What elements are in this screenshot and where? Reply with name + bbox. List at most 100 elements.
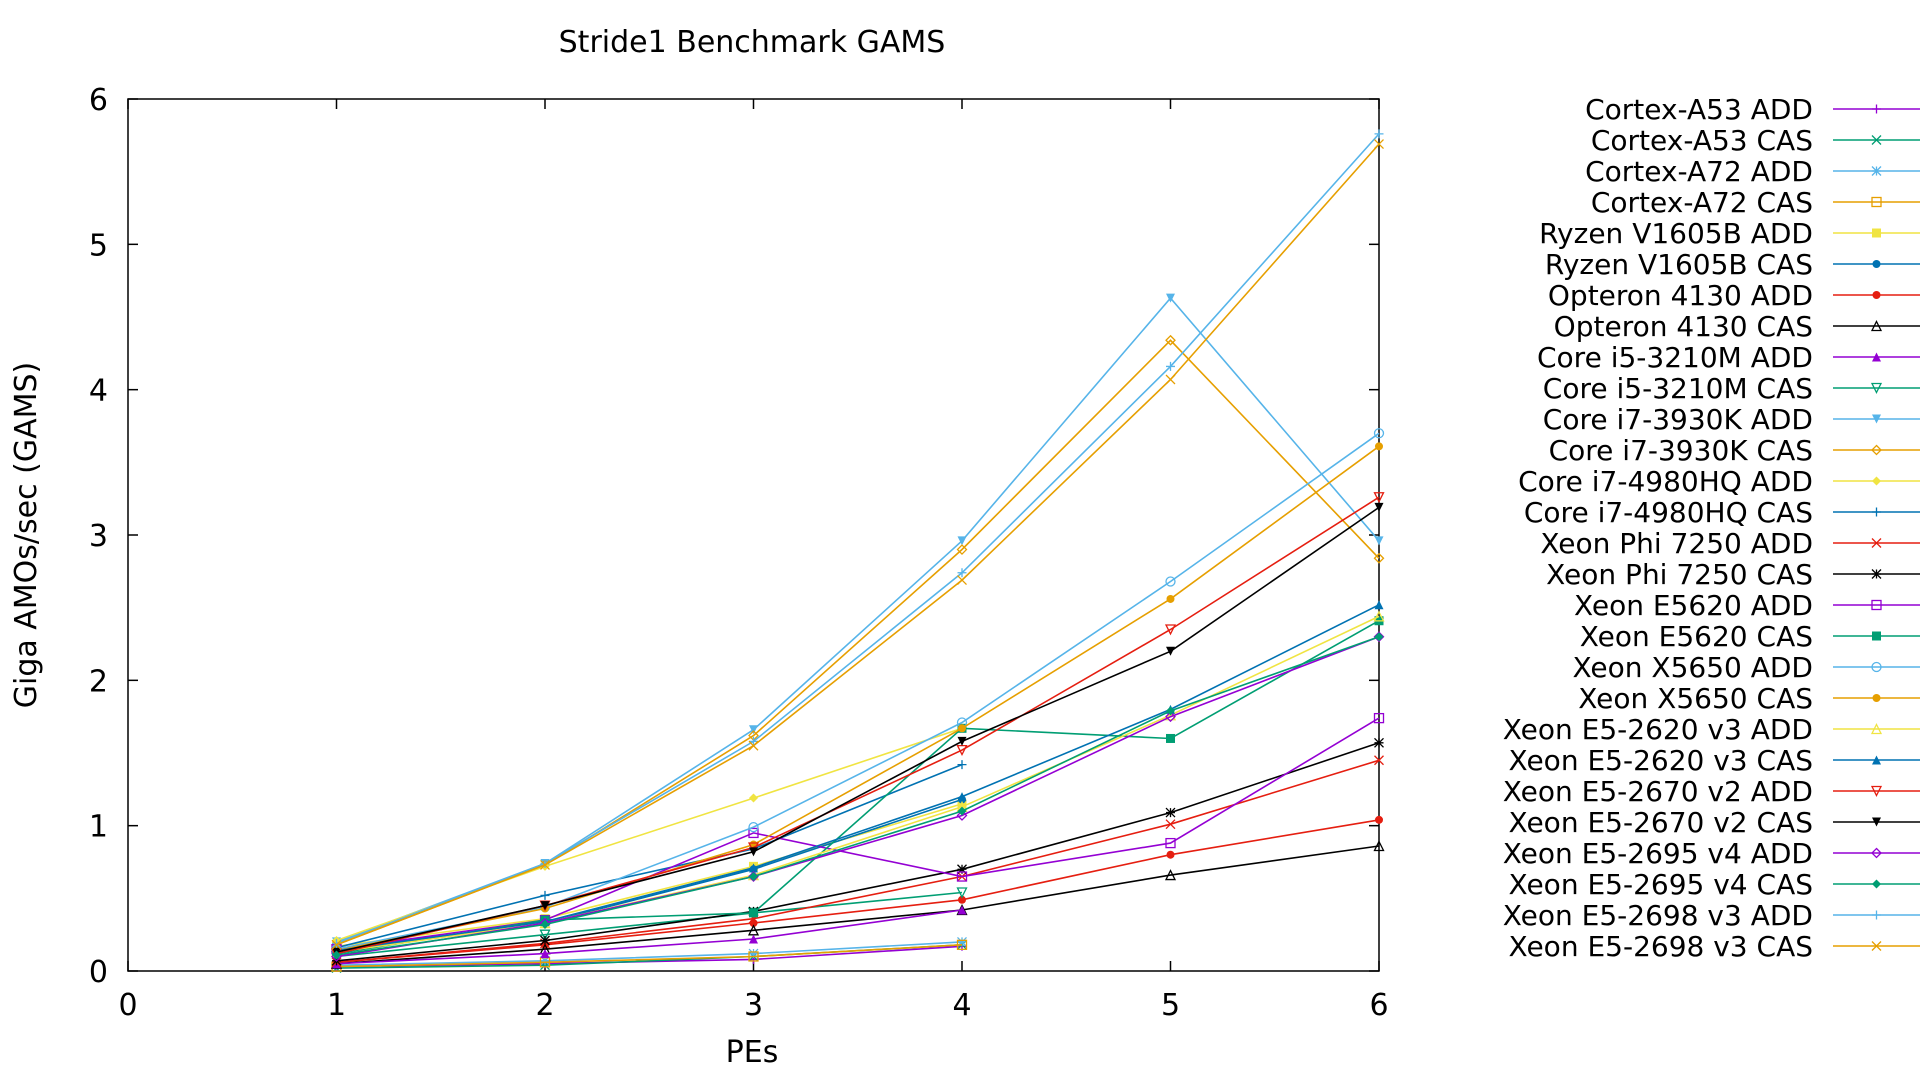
- legend-entry: Core i7-4980HQ CAS: [1524, 496, 1920, 529]
- data-point: [957, 936, 967, 947]
- legend-entry: Core i5-3210M CAS: [1543, 372, 1920, 405]
- data-point: [1166, 594, 1175, 603]
- legend-label: Xeon E5620 ADD: [1574, 589, 1813, 622]
- data-point: [1872, 817, 1881, 827]
- legend-label: Ryzen V1605B CAS: [1545, 248, 1813, 281]
- data-point: [957, 806, 967, 816]
- legend-entry: Xeon Phi 7250 CAS: [1546, 558, 1920, 591]
- data-point: [957, 568, 967, 578]
- data-point: [749, 872, 758, 882]
- data-point: [1374, 139, 1384, 150]
- data-point: [1872, 755, 1881, 765]
- data-point: [540, 901, 550, 911]
- y-tick-label: 5: [89, 228, 108, 263]
- data-point: [1870, 785, 1883, 797]
- legend-label: Cortex-A72 CAS: [1591, 186, 1813, 219]
- y-tick-label: 3: [89, 519, 108, 554]
- data-point: [956, 887, 968, 899]
- series-26: [332, 632, 1384, 960]
- legend-entry: Cortex-A72 CAS: [1591, 186, 1920, 219]
- data-point: [748, 740, 759, 751]
- data-point: [1870, 320, 1883, 332]
- legend-entry: Xeon E5-2695 v4 CAS: [1509, 868, 1920, 901]
- data-point: [1374, 129, 1384, 139]
- legend-entry: Core i7-3930K CAS: [1549, 434, 1920, 467]
- x-tick-label: 0: [118, 988, 137, 1023]
- legend-entry: Opteron 4130 CAS: [1554, 310, 1920, 343]
- legend-label: Core i7-4980HQ CAS: [1524, 496, 1813, 529]
- series-15: [331, 755, 1384, 968]
- data-point: [957, 736, 967, 746]
- series-line: [336, 604, 1380, 952]
- legend-entry: Xeon E5-2620 v3 CAS: [1509, 744, 1920, 777]
- data-point: [1871, 569, 1882, 579]
- data-point: [1871, 135, 1882, 145]
- series-13: [332, 723, 967, 945]
- legend-entry: Xeon X5650 ADD: [1572, 651, 1920, 684]
- data-point: [1165, 374, 1176, 385]
- legend-entry: Core i5-3210M ADD: [1537, 341, 1920, 374]
- data-point: [749, 736, 758, 746]
- data-point: [1373, 610, 1385, 622]
- series-12: [331, 334, 1385, 951]
- legend-label: Xeon Phi 7250 ADD: [1540, 527, 1813, 560]
- series-line: [336, 909, 963, 965]
- data-point: [1374, 632, 1384, 642]
- data-point: [1871, 444, 1882, 456]
- data-point: [749, 847, 758, 857]
- data-point: [749, 793, 758, 803]
- data-point: [1871, 661, 1882, 673]
- legend-label: Ryzen V1605B ADD: [1539, 217, 1813, 250]
- data-point: [1374, 502, 1384, 512]
- legend-label: Cortex-A53 ADD: [1585, 93, 1813, 126]
- data-point: [957, 905, 967, 915]
- data-point: [1872, 694, 1881, 702]
- data-point: [1165, 837, 1176, 849]
- data-point: [957, 799, 967, 809]
- legend-label: Cortex-A72 ADD: [1585, 155, 1813, 188]
- legend-entry: Xeon E5-2695 v4 ADD: [1503, 837, 1920, 870]
- series-line: [336, 891, 963, 958]
- series-5: [332, 799, 967, 951]
- data-point: [1871, 196, 1882, 208]
- legend-label: Xeon E5-2670 v2 ADD: [1503, 775, 1813, 808]
- y-tick-label: 0: [89, 955, 108, 990]
- legend-entry: Xeon E5-2620 v3 ADD: [1503, 713, 1920, 746]
- legend-entry: Core i7-4980HQ ADD: [1518, 465, 1920, 498]
- data-point: [1870, 382, 1883, 394]
- data-point: [749, 934, 758, 944]
- data-point: [1373, 712, 1385, 724]
- series-27: [332, 129, 1384, 948]
- series-9: [332, 905, 967, 969]
- data-point: [1374, 737, 1384, 748]
- series-line: [336, 445, 1380, 952]
- legend-entry: Opteron 4130 ADD: [1548, 279, 1920, 312]
- legend-label: Core i5-3210M CAS: [1543, 372, 1813, 405]
- data-point: [958, 724, 966, 733]
- series-23: [330, 492, 1385, 960]
- x-tick-label: 3: [744, 988, 763, 1023]
- data-point: [749, 725, 758, 735]
- data-point: [1872, 879, 1881, 889]
- data-point: [1165, 807, 1176, 818]
- series-24: [332, 502, 1384, 957]
- legend-entry: Xeon E5-2698 v3 ADD: [1503, 899, 1920, 932]
- data-point: [1871, 599, 1882, 611]
- x-tick-label: 4: [952, 988, 971, 1023]
- legend-entry: Ryzen V1605B CAS: [1545, 248, 1920, 281]
- data-point: [956, 939, 968, 950]
- y-tick-label: 2: [89, 664, 108, 699]
- series-line: [336, 845, 1380, 965]
- y-tick-label: 4: [89, 374, 108, 409]
- x-axis: 0 1 2 3 4 5 6: [118, 99, 1389, 1023]
- legend-entry: Xeon E5-2670 v2 ADD: [1503, 775, 1920, 808]
- series-11: [332, 293, 1384, 947]
- series-line: [336, 133, 1380, 945]
- data-point: [1871, 941, 1882, 951]
- data-point: [331, 939, 342, 950]
- data-point: [958, 895, 966, 904]
- y-tick-label: 6: [89, 83, 108, 118]
- y-tick-label: 1: [89, 810, 108, 845]
- data-point: [1871, 538, 1882, 548]
